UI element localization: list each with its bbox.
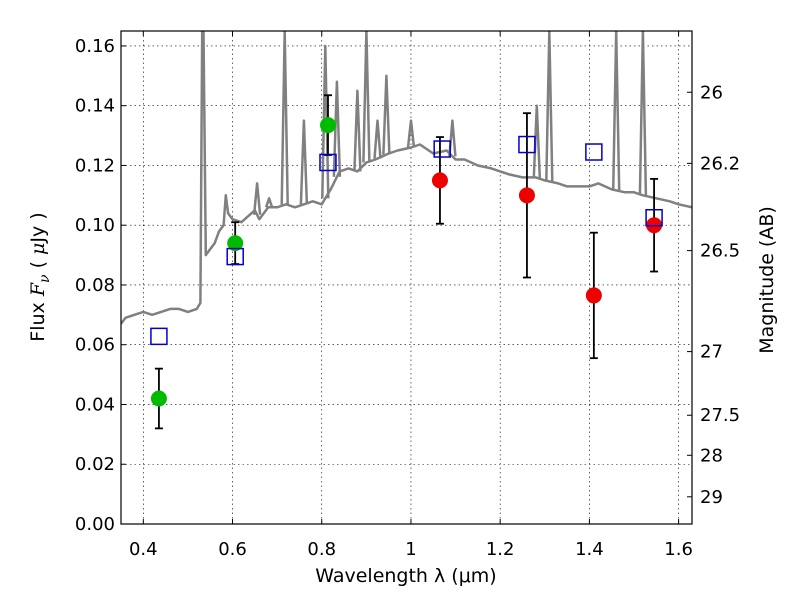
model-emission-line (545, 31, 554, 182)
model-photometry-square (226, 247, 244, 266)
model-photometry-square (645, 208, 663, 227)
y-tick-label: 0.02 (75, 454, 115, 475)
photometry-layer (150, 94, 663, 430)
x-tick-label: 1.4 (575, 539, 604, 560)
data-point (431, 172, 448, 189)
model-spectrum-layer (121, 31, 692, 325)
model-photometry-square (319, 153, 337, 172)
y-axis-title-mu: μ (27, 243, 49, 255)
y-tick-label: 0.00 (75, 514, 115, 535)
data-point (585, 287, 602, 304)
y-tick-label: 0.06 (75, 335, 115, 356)
y-axis-title: Flux Fν ( μJy ) (27, 212, 53, 341)
y-axis-title-prefix: Flux (27, 296, 49, 342)
y-tick-label: 0.14 (75, 96, 115, 117)
plot-frame (120, 30, 693, 525)
model-emission-line (353, 89, 362, 172)
model-emission-line (362, 31, 371, 163)
model-emission-line (299, 119, 309, 205)
grid (121, 31, 692, 525)
x-axis-title: Wavelength λ (μm) (315, 565, 496, 587)
data-point (150, 390, 167, 407)
y-tick-label: 0.10 (75, 215, 115, 236)
right-tick-label: 26.5 (700, 241, 740, 262)
model-emission-line (373, 119, 382, 159)
right-tick-label: 27 (700, 342, 723, 363)
model-emission-line (382, 74, 391, 155)
model-emission-line (332, 80, 342, 177)
right-tick-label: 26.2 (700, 153, 740, 174)
model-photometry-square (150, 327, 168, 346)
y-axis-title-var: F (27, 282, 49, 297)
data-point (227, 235, 244, 252)
data-point (518, 187, 535, 204)
x-tick-label: 1.2 (486, 539, 515, 560)
y-tick-label: 0.08 (75, 275, 115, 296)
y-tick-label: 0.12 (75, 155, 115, 176)
y-axis-title-sub: ν (37, 274, 53, 283)
model-emission-line (638, 31, 648, 196)
model-emission-line (406, 119, 416, 148)
model-emission-line (611, 31, 621, 191)
data-point (319, 117, 336, 134)
x-tick-label: 0.4 (129, 539, 158, 560)
model-photometry-square (433, 140, 451, 158)
model-emission-line (532, 104, 542, 178)
model-photometry-square (585, 143, 603, 161)
model-emission-line (264, 197, 274, 208)
right-tick-label: 27.5 (700, 405, 740, 426)
model-photometry-square (518, 135, 536, 154)
right-tick-label: 26 (700, 82, 723, 103)
y-axis-title-unit: Jy ) (27, 212, 49, 243)
x-tick-label: 1.6 (664, 539, 693, 560)
y-axis-title-open: ( (27, 255, 49, 275)
right-tick-label: 28 (700, 445, 723, 466)
x-tick-label: 1 (405, 539, 416, 560)
x-tick-label: 0.6 (218, 539, 247, 560)
right-axis-title: Magnitude (AB) (756, 206, 778, 354)
x-tick-label: 0.8 (307, 539, 336, 560)
y-tick-label: 0.04 (75, 394, 115, 415)
y-tick-label: 0.16 (75, 36, 115, 57)
model-emission-line (252, 182, 262, 215)
model-emission-line (280, 31, 289, 205)
right-tick-label: 29 (700, 487, 723, 508)
axis-ticks: 0.4 0.6 0.8 1 1.2 1.4 1.6 0.00 0.02 0.04 0.06 0.08 0… (75, 31, 740, 560)
model-spectrum-line (121, 31, 692, 325)
